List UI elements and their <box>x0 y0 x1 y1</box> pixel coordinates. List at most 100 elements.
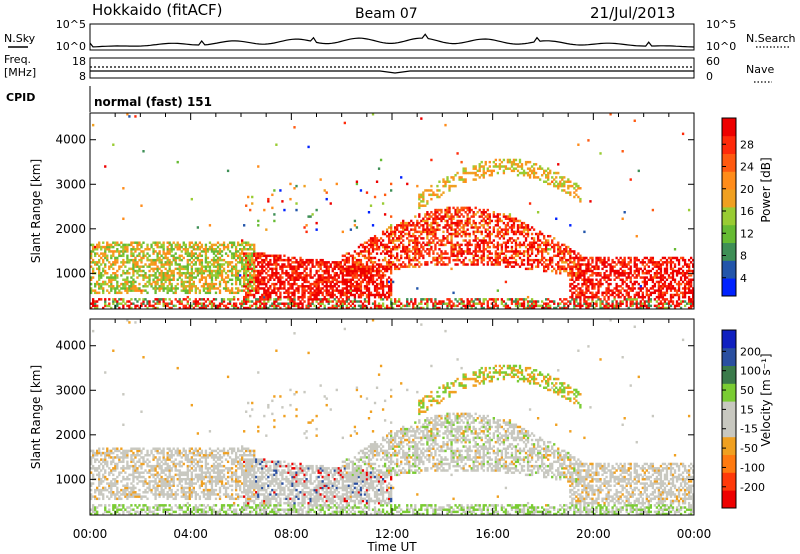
echo-cell <box>623 295 626 299</box>
echo-cell <box>297 298 300 301</box>
echo-cell <box>114 287 117 290</box>
echo-cell <box>462 169 465 173</box>
echo-cell <box>414 256 417 260</box>
echo-cell <box>301 261 304 264</box>
echo-cell <box>363 274 367 277</box>
echo-cell <box>234 271 238 275</box>
echo-cell <box>502 213 506 216</box>
echo-cell <box>305 271 308 275</box>
echo-cell <box>452 184 455 188</box>
echo-cell <box>178 300 181 303</box>
echo-cell <box>472 300 475 303</box>
echo-cell <box>472 256 475 260</box>
echo-cell <box>345 267 348 271</box>
echo-cell <box>422 228 425 231</box>
echo-cell <box>657 295 661 299</box>
echo-cell <box>166 245 169 249</box>
echo-cell <box>553 237 556 240</box>
echo-cell <box>605 276 608 279</box>
echo-cell <box>575 293 578 297</box>
echo-cell <box>508 239 512 242</box>
echo-cell <box>563 250 566 253</box>
echo-cell <box>379 285 383 288</box>
echo-cell <box>208 241 212 244</box>
echo-cell <box>567 245 570 249</box>
echo-cell <box>142 285 145 288</box>
echo-cell <box>325 300 328 303</box>
echo-cell <box>432 256 435 260</box>
echo-cell <box>492 263 495 266</box>
echo-cell <box>502 215 506 218</box>
echo-cell <box>176 282 179 286</box>
echo-cell <box>339 304 342 308</box>
echo-cell <box>152 278 155 281</box>
echo-cell <box>170 261 173 264</box>
echo-cell <box>186 265 189 268</box>
echo-cell <box>343 274 346 277</box>
echo-cell <box>355 263 359 266</box>
echo-cell <box>396 252 399 255</box>
echo-cell <box>247 274 250 277</box>
echo-cell <box>569 274 572 277</box>
echo-cell <box>426 200 429 203</box>
echo-cell <box>528 258 532 262</box>
echo-cell <box>581 263 584 266</box>
echo-cell <box>190 287 193 290</box>
echo-cell <box>389 271 393 275</box>
echo-cell <box>494 300 497 303</box>
echo-cell <box>514 252 518 255</box>
echo-cell <box>385 295 389 299</box>
echo-cell <box>605 293 608 297</box>
echo-cell <box>456 224 459 227</box>
echo-cell <box>315 287 318 290</box>
echo-cell <box>476 169 479 173</box>
echo-cell <box>430 232 433 236</box>
echo-cell <box>243 302 246 305</box>
echo-cell <box>325 289 328 292</box>
nsky-trace <box>89 33 695 48</box>
echo-cell <box>166 285 169 288</box>
echo-cell <box>243 241 246 244</box>
echo-cell <box>553 254 556 258</box>
echo-cell <box>341 269 344 273</box>
echo-cell <box>504 232 508 236</box>
echo-cell <box>532 228 536 231</box>
echo-cell <box>178 271 181 275</box>
echo-cell <box>571 298 574 301</box>
echo-cell <box>547 173 550 177</box>
station-title: Hokkaido (fitACF) <box>92 1 223 19</box>
echo-cell <box>267 287 270 290</box>
echo-cell <box>224 276 228 279</box>
echo-cell <box>387 280 391 284</box>
echo-cell <box>404 256 407 260</box>
echo-cell <box>514 232 518 236</box>
echo-cell <box>130 248 133 251</box>
echo-cell <box>146 291 149 295</box>
echo-cell <box>549 256 552 260</box>
echo-cell <box>661 287 665 290</box>
echo-cell <box>601 306 604 310</box>
echo-cell <box>430 226 433 229</box>
echo-cell <box>311 298 314 301</box>
echo-cell <box>408 250 411 253</box>
echo-cell <box>190 282 193 286</box>
echo-cell <box>641 295 644 299</box>
echo-cell <box>635 267 638 271</box>
echo-cell <box>124 289 127 292</box>
echo-cell <box>575 254 578 258</box>
echo-cell <box>573 306 576 310</box>
echo-cell <box>498 243 502 247</box>
echo-cell <box>440 217 443 221</box>
echo-cell <box>404 228 407 231</box>
echo-cell <box>422 241 425 244</box>
echo-cell <box>347 280 351 284</box>
echo-cell <box>293 261 296 264</box>
echo-cell <box>498 226 502 229</box>
echo-cell <box>434 243 437 247</box>
echo-cell <box>116 276 119 279</box>
echo-cell <box>224 289 228 292</box>
echo-cell <box>659 258 663 262</box>
echo-cell <box>470 224 473 227</box>
echo-cell <box>428 224 431 227</box>
echo-cell <box>126 254 129 258</box>
